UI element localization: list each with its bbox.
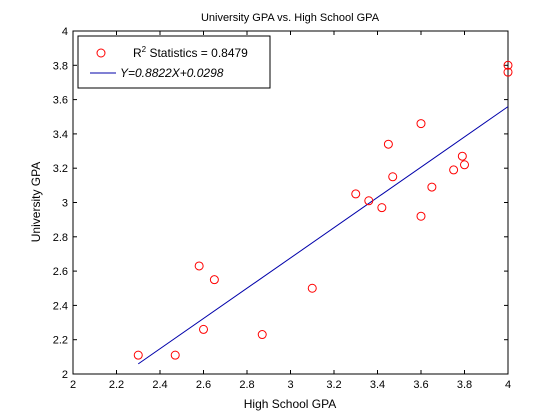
x-tick-label: 3.8 (457, 379, 472, 391)
x-tick-label: 3.2 (326, 379, 341, 391)
x-tick-label: 2.4 (152, 379, 167, 391)
data-point (416, 211, 426, 221)
x-tick-label: 2.2 (109, 379, 124, 391)
y-tick-label: 3.8 (53, 60, 68, 72)
x-tick-label: 2.8 (239, 379, 254, 391)
legend: R2 Statistics = 0.8479 Y=0.8822X+0.0298 (77, 35, 271, 89)
y-tick-label: 2.4 (53, 300, 68, 312)
data-point (383, 139, 393, 149)
legend-marker-circle (96, 48, 106, 58)
x-tick-label: 2 (70, 379, 76, 391)
x-tick-label: 3.6 (413, 379, 428, 391)
legend-box (77, 35, 271, 89)
y-tick-label: 3.6 (53, 95, 68, 107)
y-tick-label: 3 (62, 198, 68, 210)
data-point (257, 330, 267, 340)
x-tick-label: 3.4 (370, 379, 385, 391)
data-point (364, 196, 374, 206)
data-point (377, 203, 387, 213)
x-tick-label: 4 (505, 379, 511, 391)
x-axis-label: High School GPA (244, 397, 337, 411)
data-point (307, 283, 317, 293)
legend-r2-superscript: 2 (142, 45, 147, 54)
y-axis-label: University GPA (29, 162, 43, 242)
legend-r2-prefix: R (133, 46, 142, 60)
x-tick-label: 3 (287, 379, 293, 391)
y-tick-label: 2.8 (53, 232, 68, 244)
legend-label-r2: R2 Statistics = 0.8479 (133, 45, 248, 60)
data-point (209, 275, 219, 285)
y-tick-label: 3.2 (53, 163, 68, 175)
data-point (388, 172, 398, 182)
data-point (351, 189, 361, 199)
data-point (199, 324, 208, 334)
data-point (503, 60, 513, 70)
legend-r2-rest: Statistics = 0.8479 (146, 46, 248, 60)
data-point (194, 261, 204, 271)
chart-title: University GPA vs. High School GPA (201, 12, 380, 24)
y-tick-label: 3.4 (53, 129, 68, 141)
data-point (503, 67, 513, 77)
y-tick-label: 2.6 (53, 266, 68, 278)
data-point (449, 165, 459, 175)
data-point (457, 151, 467, 161)
y-axis: 2 2.2 2.4 2.6 2.8 3 3.2 3.4 3.6 3.8 4 (53, 26, 508, 381)
y-tick-label: 2 (62, 369, 68, 381)
fit-line-layer (137, 106, 509, 365)
fit-line (137, 106, 509, 365)
data-point (416, 119, 426, 129)
x-tick-label: 2.6 (196, 379, 211, 391)
data-point (460, 160, 469, 170)
x-axis: 2 2.2 2.4 2.6 2.8 3 3.2 3.4 3.6 3.8 4 (70, 31, 511, 391)
data-point (170, 350, 180, 360)
y-tick-label: 2.2 (53, 335, 68, 347)
data-point (133, 350, 143, 360)
y-tick-label: 4 (62, 26, 68, 38)
data-points-layer (133, 60, 513, 360)
legend-label-fit: Y=0.8822X+0.0298 (120, 66, 224, 80)
data-point (427, 182, 437, 192)
